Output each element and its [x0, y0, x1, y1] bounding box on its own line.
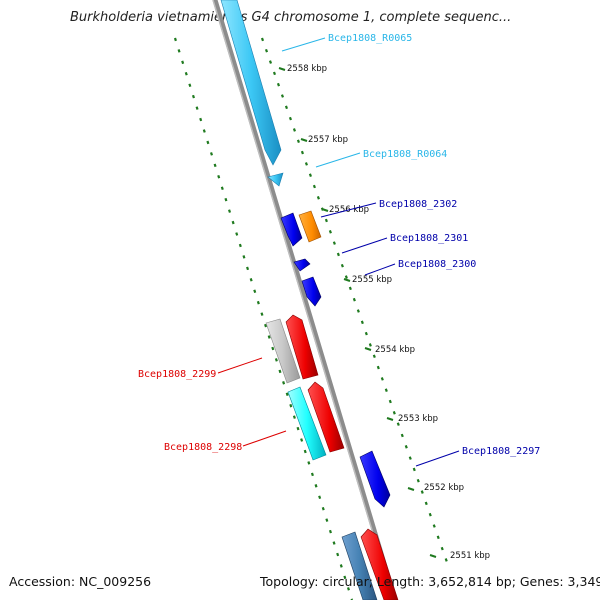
leader-2298: [242, 430, 287, 447]
label-2301[interactable]: Bcep1808_2301: [390, 233, 468, 244]
map-title: Burkholderia vietnamiensis G4 chromosome…: [70, 10, 512, 25]
gene-2301[interactable]: [280, 212, 303, 247]
scale-label-2553: 2553 kbp: [398, 414, 438, 424]
chromosome-backbone: [212, 0, 398, 600]
scale-label-2555: 2555 kbp: [352, 275, 392, 285]
label-2299[interactable]: Bcep1808_2299: [138, 369, 216, 380]
leader-2297: [415, 450, 460, 467]
scale-label-2554: 2554 kbp: [375, 345, 415, 355]
label-2300[interactable]: Bcep1808_2300: [398, 259, 476, 270]
gene-red-bottom[interactable]: [360, 528, 399, 600]
scale-label-2552: 2552 kbp: [424, 483, 464, 493]
gene-2297[interactable]: [359, 450, 391, 508]
gene-2298-red[interactable]: [307, 381, 345, 453]
leader-2302: [320, 202, 377, 218]
gene-steel-bottom[interactable]: [341, 531, 378, 600]
gene-2299-gray[interactable]: [265, 318, 301, 384]
outer-dash-track: [260, 37, 450, 566]
inner-dash-track: [173, 37, 354, 600]
gene-R0064[interactable]: [267, 172, 284, 187]
gene-2299[interactable]: [285, 314, 319, 380]
leader-R0065: [281, 37, 326, 52]
leader-2299: [217, 357, 263, 374]
gene-R0065[interactable]: [220, 0, 282, 166]
scale-ticks: [278, 67, 437, 558]
accession-text: Accession: NC_009256: [9, 574, 152, 589]
backbone-highlight: [212, 0, 394, 600]
gene-2300[interactable]: [293, 258, 311, 272]
gene-blue-small-2[interactable]: [301, 276, 322, 307]
gene-2302[interactable]: [298, 210, 322, 243]
leader-2301: [341, 237, 388, 254]
summary-text: Topology: circular; Length: 3,652,814 bp…: [260, 574, 600, 589]
scale-label-2557: 2557 kbp: [308, 135, 348, 145]
scale-label-2558: 2558 kbp: [287, 64, 327, 74]
label-R0065[interactable]: Bcep1808_R0065: [328, 33, 412, 44]
label-R0064[interactable]: Bcep1808_R0064: [363, 149, 447, 160]
label-2297[interactable]: Bcep1808_2297: [462, 446, 540, 457]
leader-2300: [364, 263, 396, 276]
leader-R0064: [315, 152, 361, 168]
label-2302[interactable]: Bcep1808_2302: [379, 199, 457, 210]
scale-label-2551: 2551 kbp: [450, 551, 490, 561]
label-2298[interactable]: Bcep1808_2298: [164, 442, 242, 453]
gene-2298[interactable]: [287, 386, 327, 461]
